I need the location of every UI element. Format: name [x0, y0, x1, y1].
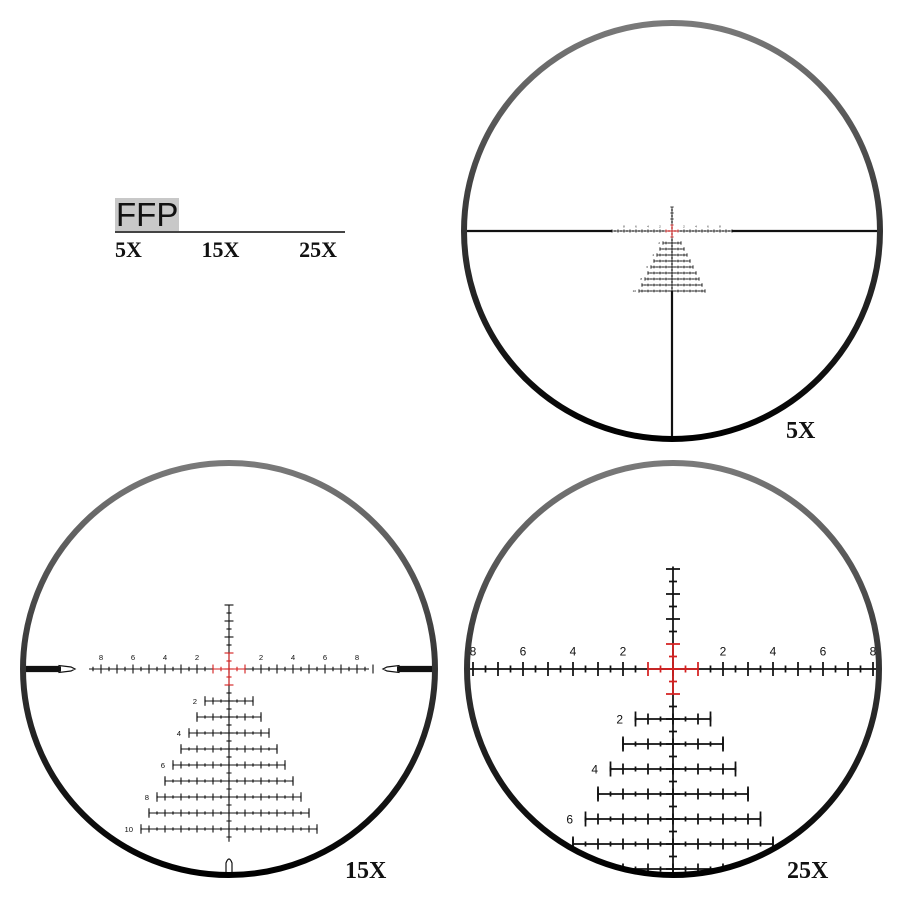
ffp-legend: FFP 5X 15X 25X — [115, 198, 345, 263]
tree-row-label: 10 — [124, 825, 133, 834]
horizontal-tick-label: 8 — [355, 653, 359, 662]
horizontal-tick-label: 2 — [195, 653, 199, 662]
horizontal-tick-label: 4 — [570, 644, 577, 658]
view-label-25x: 25X — [787, 858, 829, 884]
scope-ring — [461, 20, 883, 442]
view-label-15x: 15X — [345, 858, 387, 884]
horizontal-tick-label: 6 — [131, 653, 135, 662]
tree-row-label: 8 — [640, 277, 642, 281]
scope-ring — [464, 460, 882, 878]
horizontal-tick-label: 2 — [259, 653, 263, 662]
view-label-5x: 5X — [786, 418, 816, 444]
tree-row-label: 6 — [566, 813, 573, 827]
tree-row-label: 6 — [161, 761, 165, 770]
legend-magnifications: 5X 15X 25X — [115, 237, 345, 263]
horizontal-tick-label: 2 — [620, 644, 627, 658]
tree-row-label: 4 — [177, 729, 182, 738]
horizontal-tick-label: 8 — [99, 653, 103, 662]
horizontal-tick-label: 2 — [683, 225, 685, 229]
reticle-15x: 2 2 4 4 6 6 8 8 2 4 6 8 10 — [24, 464, 434, 874]
tree-row-label: 8 — [541, 863, 548, 877]
scope-ring — [20, 460, 438, 878]
horizontal-tick-label: 4 — [695, 225, 697, 229]
legend-divider — [115, 231, 345, 233]
tree-row-label: 4 — [591, 763, 598, 777]
horizontal-tick-label: 8 — [470, 644, 477, 658]
tree-row-label: 2 — [193, 697, 197, 706]
horizontal-tick-label: 8 — [623, 225, 625, 229]
left-post-bar — [24, 666, 61, 672]
tree-row-label: 4 — [652, 253, 654, 257]
horizontal-tick-label: 6 — [820, 644, 827, 658]
tree-row-label: 8 — [145, 793, 149, 802]
legend-mag-5x: 5X — [115, 237, 142, 262]
horizontal-tick-label: 8 — [719, 225, 721, 229]
tree-row-label: 2 — [616, 713, 623, 727]
horizontal-tick-label: 8 — [870, 644, 877, 658]
horizontal-tick-label: 6 — [520, 644, 527, 658]
horizontal-tick-label: 2 — [659, 225, 661, 229]
horizontal-tick-label: 4 — [647, 225, 649, 229]
horizontal-tick-label: 4 — [291, 653, 296, 662]
tree-row-label: 2 — [658, 241, 660, 245]
tree-row-label: 10 — [633, 289, 637, 293]
tree-row-label: 6 — [646, 265, 648, 269]
horizontal-tick-label: 6 — [635, 225, 637, 229]
horizontal-tick-label: 6 — [707, 225, 709, 229]
horizontal-tick-label: 6 — [323, 653, 327, 662]
ffp-title: FFP — [115, 196, 180, 233]
legend-mag-15x: 15X — [201, 237, 240, 262]
reticle-5x: 2 2 4 4 6 6 8 8 2 4 6 8 10 — [465, 24, 879, 438]
reticle-25x: 2 2 4 4 6 6 8 8 2 4 6 8 — [468, 464, 878, 877]
horizontal-tick-label: 2 — [720, 644, 727, 658]
legend-mag-25x: 25X — [299, 237, 337, 262]
horizontal-tick-label: 4 — [163, 653, 168, 662]
right-post-bar — [397, 666, 434, 672]
horizontal-tick-label: 4 — [770, 644, 777, 658]
